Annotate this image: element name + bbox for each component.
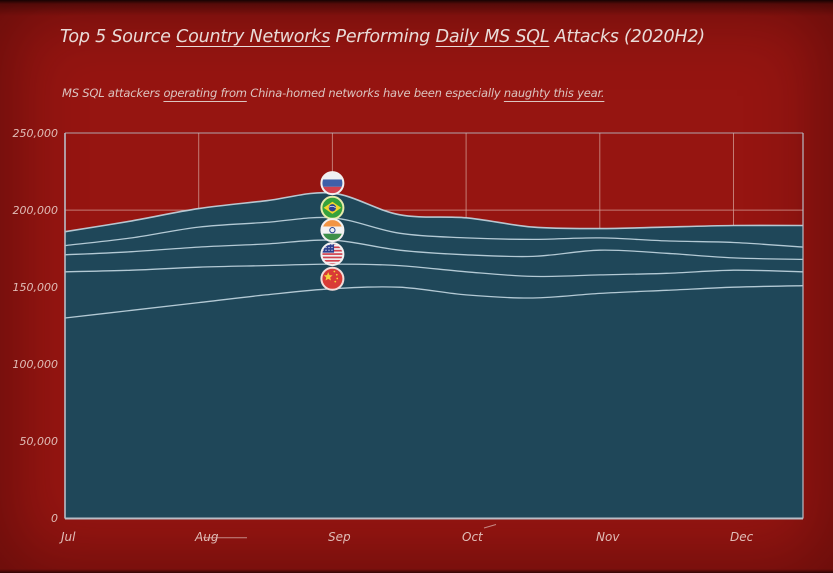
- plain-text: Attacks (2020H2): [549, 27, 705, 47]
- usa-flag-ring: [320, 242, 345, 267]
- x-tick-nov: Nov: [596, 530, 620, 544]
- plain-text: MS SQL attackers: [62, 86, 164, 100]
- series-boundary-lines: [64, 191, 804, 319]
- underlined-text: Country Networks: [176, 27, 331, 47]
- x-tick-aug: Aug: [194, 530, 219, 544]
- boundary-china-usa-india-brazil: [64, 216, 804, 248]
- x-tick-sep: Sep: [328, 530, 351, 544]
- plain-text: Performing: [330, 27, 436, 47]
- x-tick-oct: Oct: [462, 530, 484, 544]
- india-flag-ring: [320, 218, 345, 243]
- x-tick-dec: Dec: [730, 530, 754, 544]
- country-flag-markers: [320, 171, 345, 291]
- usa-flag-icon: [322, 243, 343, 265]
- china-flag-ring: [320, 266, 345, 291]
- y-tick-label: 150,000: [13, 281, 59, 294]
- russia-flag-ring: [320, 171, 345, 196]
- boundary-china-usa-india: [64, 239, 804, 261]
- boundary-total: [64, 191, 804, 233]
- underlined-text: naughty this year.: [503, 86, 605, 100]
- oct-label-flourish: [483, 524, 497, 529]
- y-tick-label: 100,000: [13, 358, 59, 371]
- y-tick-label: 250,000: [13, 127, 59, 140]
- plain-text: China-homed networks have been especiall…: [246, 86, 504, 100]
- chart-title: Top 5 Source Country Networks Performing…: [60, 27, 705, 47]
- chart-subtitle: MS SQL attackers operating from China-ho…: [62, 86, 605, 100]
- x-tick-jul: Jul: [59, 530, 76, 544]
- underlined-text: Daily MS SQL: [435, 27, 550, 47]
- y-tick-label: 50,000: [20, 435, 59, 448]
- y-tick-label: 0: [51, 512, 58, 525]
- india-flag-icon: [322, 219, 343, 241]
- brazil-flag-icon: [322, 197, 343, 219]
- plain-text: Top 5 Source: [60, 27, 177, 47]
- boundary-china-usa: [64, 263, 804, 278]
- x-axis: Jul Aug Sep Oct Nov Dec: [59, 530, 754, 544]
- underlined-text: operating from: [163, 86, 247, 100]
- boundary-china: [64, 285, 804, 319]
- y-axis: 250,000 200,000 150,000 100,000 50,000 0: [13, 127, 59, 525]
- china-flag-icon: [322, 268, 343, 290]
- y-tick-label: 200,000: [13, 204, 59, 217]
- russia-flag-icon: [322, 172, 343, 194]
- plot-frame: [64, 132, 804, 520]
